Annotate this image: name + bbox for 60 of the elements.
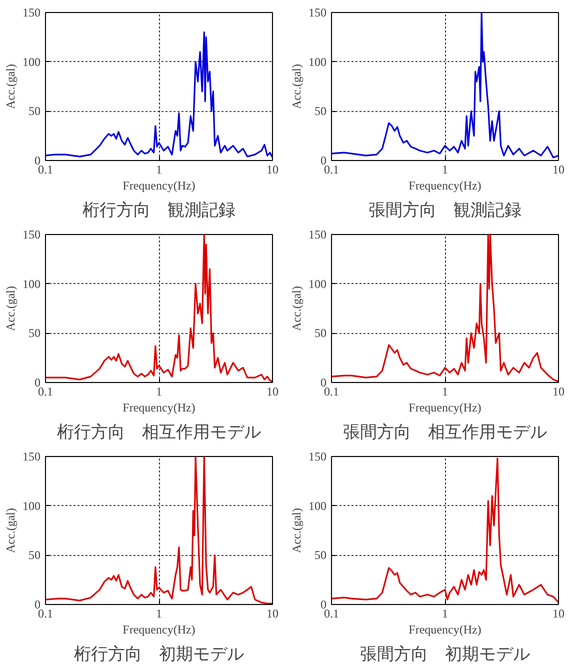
y-axis-title: Acc.(gal) [290, 286, 304, 331]
y-tick-label: 150 [22, 6, 40, 20]
x-tick-label: 1 [156, 606, 162, 620]
y-axis-title: Acc.(gal) [290, 64, 304, 109]
x-tick-label: 1 [442, 606, 448, 620]
x-axis-title: Frequency(Hz) [408, 622, 482, 636]
y-tick-label: 150 [308, 6, 326, 20]
y-tick-label: 150 [22, 450, 40, 464]
x-tick-label: 10 [552, 606, 564, 620]
x-axis-title: Frequency(Hz) [122, 178, 196, 192]
text: 桁行方向 初期モデル [74, 644, 244, 664]
x-axis-title: Frequency(Hz) [122, 400, 196, 414]
y-tick-label: 100 [308, 276, 326, 291]
x-tick-label: 0.1 [324, 606, 339, 620]
x-tick-label: 10 [552, 384, 564, 398]
y-tick-label: 100 [308, 54, 326, 69]
x-tick-label: 10 [266, 384, 278, 398]
text: 張間方向 観測記録 [368, 200, 522, 220]
y-axis-title: Acc.(gal) [4, 508, 18, 553]
y-tick-label: 50 [28, 326, 40, 340]
y-axis-title: Acc.(gal) [290, 508, 304, 553]
x-tick-label: 0.1 [38, 384, 53, 398]
text: 桁行方向 相互作用モデル [57, 422, 261, 442]
y-tick-label: 150 [308, 450, 326, 464]
text: 桁行方向 観測記録 [82, 200, 236, 220]
x-tick-label: 0.1 [324, 162, 339, 176]
x-tick-label: 1 [156, 162, 162, 176]
y-tick-label: 50 [28, 104, 40, 118]
y-tick-label: 0 [34, 154, 40, 168]
y-tick-label: 50 [314, 326, 326, 340]
y-tick-label: 0 [34, 376, 40, 390]
text: 張間方向 相互作用モデル [343, 422, 547, 442]
y-tick-label: 150 [308, 228, 326, 242]
y-tick-label: 100 [22, 54, 40, 69]
y-tick-label: 150 [22, 228, 40, 242]
x-tick-label: 1 [156, 384, 162, 398]
y-tick-label: 100 [308, 498, 326, 513]
y-tick-label: 0 [320, 154, 326, 168]
x-axis-title: Frequency(Hz) [408, 178, 482, 192]
x-tick-label: 0.1 [38, 606, 53, 620]
y-tick-label: 0 [320, 376, 326, 390]
y-tick-label: 100 [22, 498, 40, 513]
y-tick-label: 0 [320, 598, 326, 612]
text: 張間方向 初期モデル [360, 644, 530, 664]
x-tick-label: 10 [552, 162, 564, 176]
x-tick-label: 10 [266, 606, 278, 620]
y-tick-label: 50 [314, 548, 326, 562]
x-tick-label: 1 [442, 162, 448, 176]
x-tick-label: 1 [442, 384, 448, 398]
y-tick-label: 0 [34, 598, 40, 612]
y-tick-label: 100 [22, 276, 40, 291]
x-tick-label: 0.1 [38, 162, 53, 176]
x-tick-label: 0.1 [324, 384, 339, 398]
y-tick-label: 50 [28, 548, 40, 562]
y-axis-title: Acc.(gal) [4, 64, 18, 109]
y-tick-label: 50 [314, 104, 326, 118]
y-axis-title: Acc.(gal) [4, 286, 18, 331]
x-tick-label: 10 [266, 162, 278, 176]
x-axis-title: Frequency(Hz) [122, 622, 196, 636]
x-axis-title: Frequency(Hz) [408, 400, 482, 414]
